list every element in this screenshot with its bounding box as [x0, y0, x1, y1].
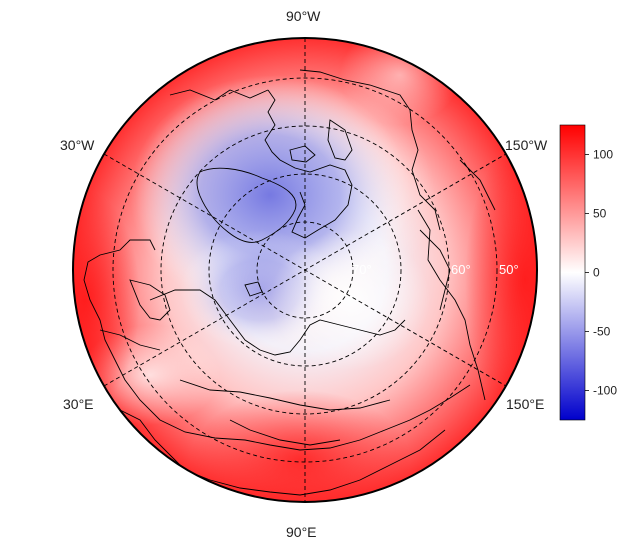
lat-label-50: 50° — [499, 262, 519, 277]
lon-label-lower-right: 150°E — [506, 396, 545, 412]
lon-label-top: 90°W — [286, 8, 321, 24]
colorbar-tick-label: 50 — [593, 207, 607, 221]
colorbar-tick-label: 0 — [593, 266, 600, 280]
lon-label-upper-left: 30°W — [60, 137, 95, 153]
lon-label-lower-left: 30°E — [63, 396, 94, 412]
colorbar-tick-label: -50 — [593, 325, 611, 339]
lat-label-60: 60° — [451, 262, 471, 277]
colorbar-gradient — [559, 124, 586, 421]
graticule — [103, 38, 507, 502]
colorbar-tick-label: -100 — [593, 384, 617, 398]
lon-label-upper-right: 150°W — [505, 137, 548, 153]
lat-label-70: 70° — [352, 262, 372, 277]
coastlines — [83, 69, 496, 496]
lon-label-bottom: 90°E — [286, 524, 317, 540]
map-boundary — [72, 37, 538, 503]
colorbar: 100 50 0 -50 -100 — [559, 124, 617, 421]
colorbar-tick-label: 100 — [593, 148, 613, 162]
